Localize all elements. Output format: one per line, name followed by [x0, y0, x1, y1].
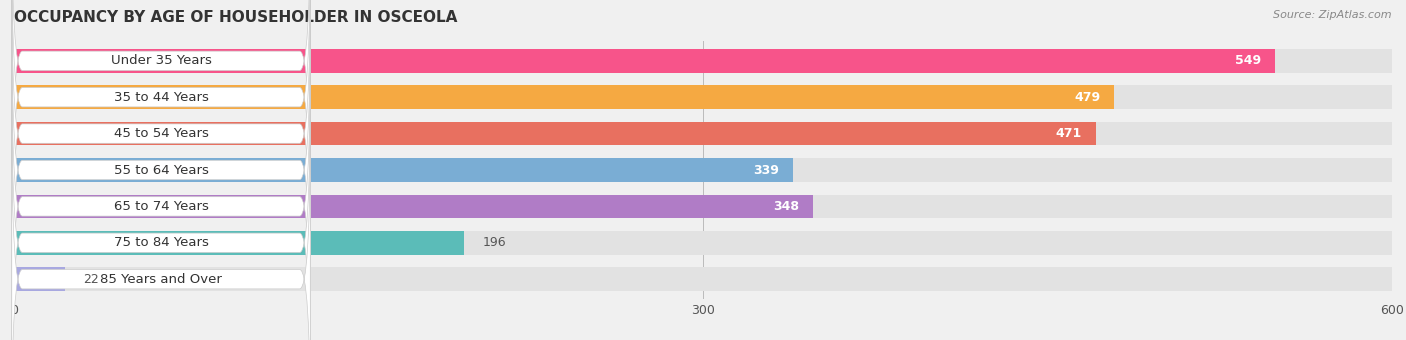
Bar	[14, 158, 1392, 182]
Text: 65 to 74 Years: 65 to 74 Years	[114, 200, 208, 213]
Text: 75 to 84 Years: 75 to 84 Years	[114, 236, 208, 249]
Text: 196: 196	[482, 236, 506, 249]
Text: 55 to 64 Years: 55 to 64 Years	[114, 164, 208, 176]
Text: 471: 471	[1056, 127, 1083, 140]
FancyBboxPatch shape	[11, 13, 311, 327]
Bar	[14, 122, 1392, 146]
Bar	[14, 267, 1392, 291]
Bar	[14, 85, 1114, 109]
Bar	[14, 194, 813, 218]
FancyBboxPatch shape	[11, 122, 311, 340]
Bar	[14, 158, 793, 182]
Text: 85 Years and Over: 85 Years and Over	[100, 273, 222, 286]
Bar	[14, 231, 1392, 255]
Text: Under 35 Years: Under 35 Years	[111, 54, 211, 67]
FancyBboxPatch shape	[11, 49, 311, 340]
Bar	[14, 194, 1392, 218]
FancyBboxPatch shape	[11, 0, 311, 218]
Bar	[14, 49, 1275, 73]
Text: OCCUPANCY BY AGE OF HOUSEHOLDER IN OSCEOLA: OCCUPANCY BY AGE OF HOUSEHOLDER IN OSCEO…	[14, 10, 457, 25]
Bar	[14, 122, 1095, 146]
FancyBboxPatch shape	[11, 0, 311, 291]
Text: 22: 22	[83, 273, 98, 286]
FancyBboxPatch shape	[11, 0, 311, 255]
Bar	[14, 267, 65, 291]
Text: Source: ZipAtlas.com: Source: ZipAtlas.com	[1274, 10, 1392, 20]
FancyBboxPatch shape	[11, 85, 311, 340]
Text: 45 to 54 Years: 45 to 54 Years	[114, 127, 208, 140]
Bar	[14, 85, 1392, 109]
Text: 549: 549	[1234, 54, 1261, 67]
Text: 479: 479	[1074, 91, 1101, 104]
Bar	[14, 231, 464, 255]
Bar	[14, 49, 1392, 73]
Text: 348: 348	[773, 200, 800, 213]
Text: 35 to 44 Years: 35 to 44 Years	[114, 91, 208, 104]
Text: 339: 339	[752, 164, 779, 176]
